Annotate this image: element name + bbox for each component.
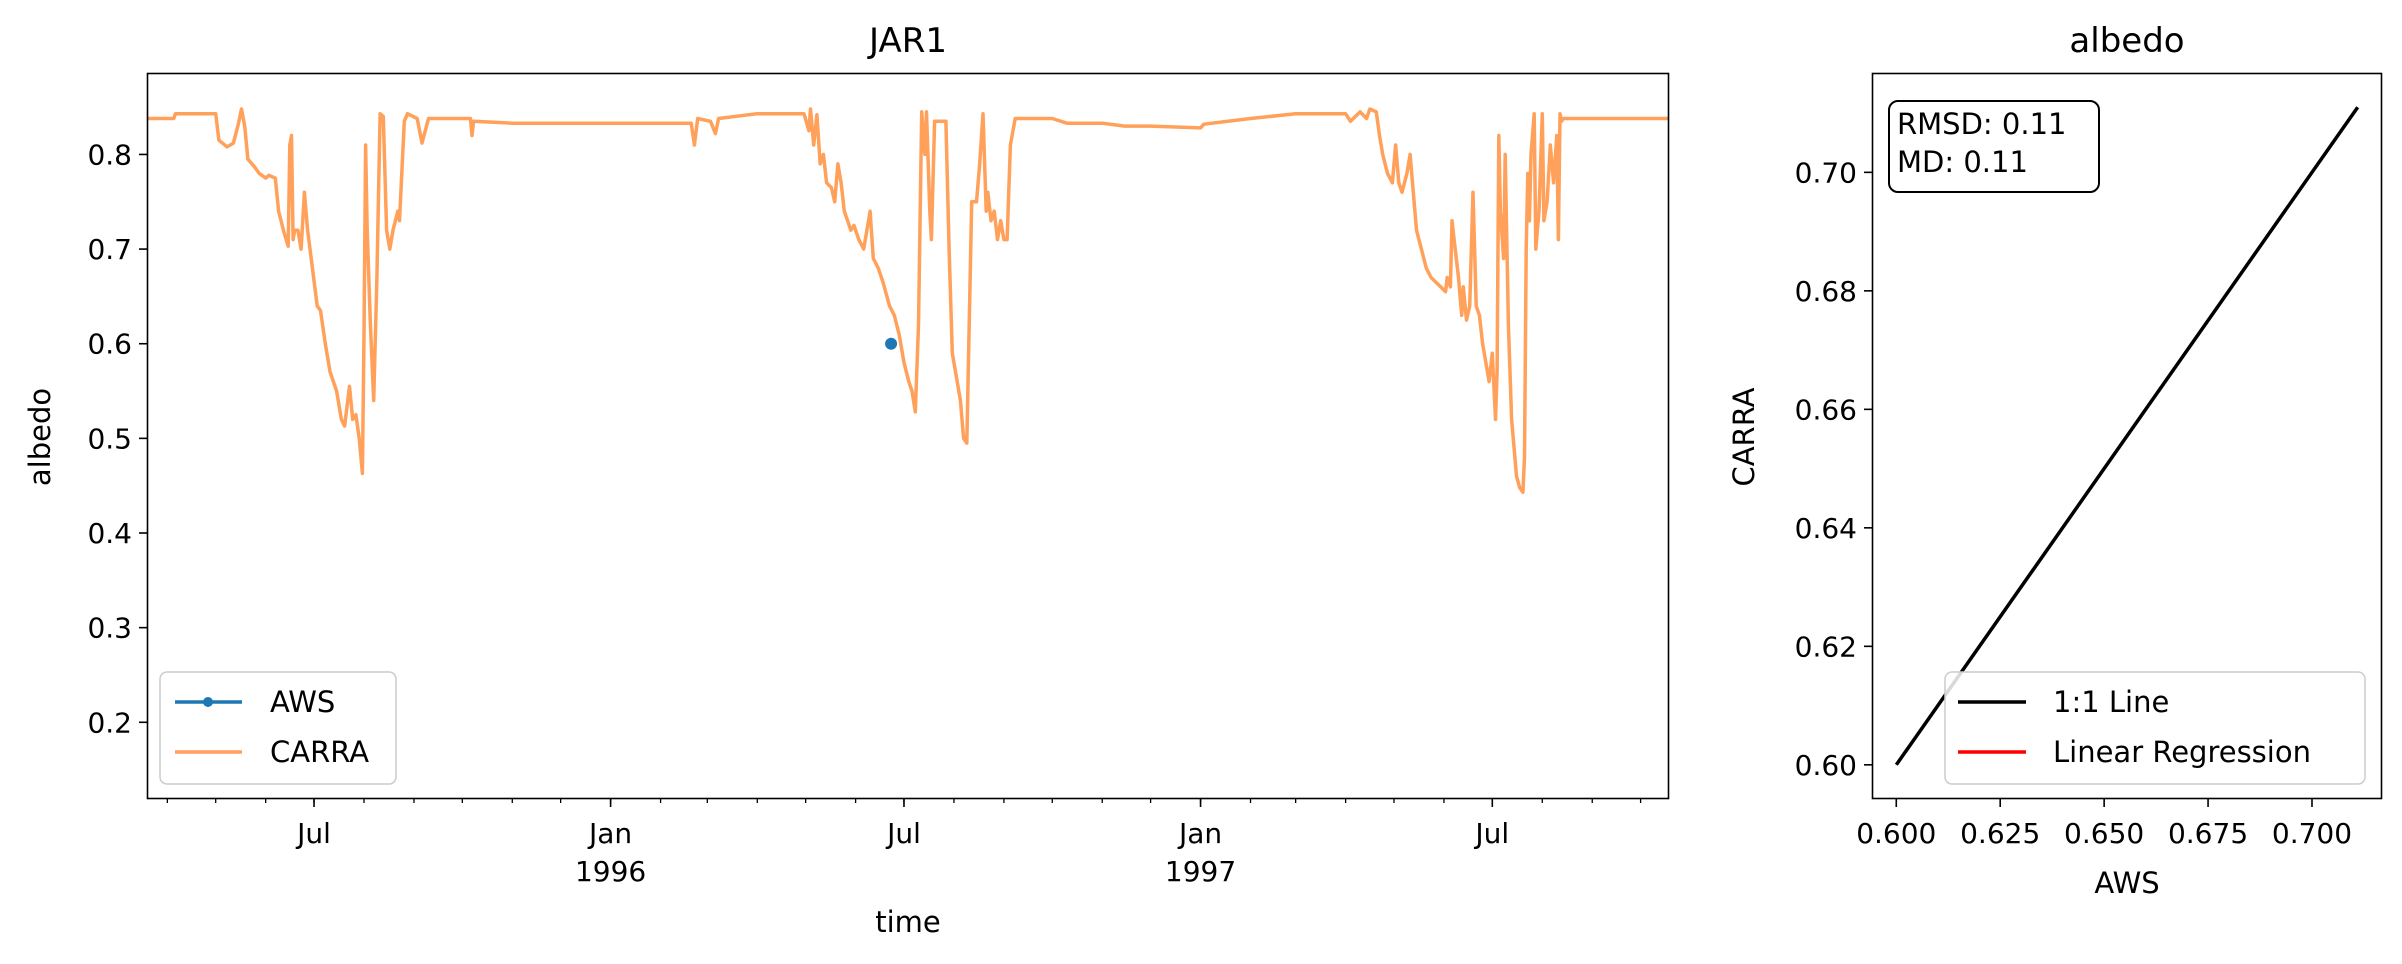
scatter-ylabel: CARRA xyxy=(1727,387,1761,486)
legend-aws-marker xyxy=(203,697,213,707)
scatter-axes-frame xyxy=(1871,72,2383,800)
scatter-stats-box: RMSD: 0.11 MD: 0.11 xyxy=(1888,100,2100,193)
timeseries-xlabel: time xyxy=(875,905,941,939)
1-1-line-series-line xyxy=(1894,106,2360,766)
scatter-xlabel: AWS xyxy=(2094,866,2159,900)
x-tick-label: 0.600 xyxy=(1856,817,1936,850)
x-tick-label: 0.650 xyxy=(2064,817,2144,850)
legend-box xyxy=(159,671,397,785)
y-tick-label: 0.60 xyxy=(1795,749,1857,782)
timeseries-content xyxy=(148,107,1668,495)
y-tick-label: 0.70 xyxy=(1795,156,1857,189)
y-tick-label: 0.66 xyxy=(1795,393,1857,426)
scatter-content xyxy=(1894,106,2360,766)
timeseries-y-ticks: 0.2 0.3 0.4 0.5 0.6 0.7 0.8 xyxy=(87,138,148,739)
timeseries-ylabel: albedo xyxy=(23,388,57,486)
y-tick-label: 0.7 xyxy=(87,233,132,266)
scatter-panel: albedo 0.600.620.640.660.680.70 0.600 0.6… xyxy=(1727,21,2383,900)
scatter-title: albedo xyxy=(2069,21,2184,61)
scatter-y-ticks: 0.60 0.62 0.64 0.66 0.68 0.70 xyxy=(1795,156,1873,782)
y-tick-label: 0.4 xyxy=(87,517,132,550)
x-tick-label: Jul xyxy=(295,817,331,850)
legend-box xyxy=(1944,671,2366,785)
timeseries-x-ticks: Jul Jan 1996 Jul Jan 1997 Jul xyxy=(166,798,1642,888)
y-tick-label: 0.62 xyxy=(1795,630,1857,663)
stats-rmsd: RMSD: 0.11 xyxy=(1897,107,2066,141)
x-tick-year-label: 1997 xyxy=(1165,855,1236,888)
legend-carra-label: CARRA xyxy=(270,735,369,769)
y-tick-label: 0.64 xyxy=(1795,512,1857,545)
timeseries-axes-frame xyxy=(146,72,1670,800)
y-tick-label: 0.2 xyxy=(87,706,132,739)
y-tick-label: 0.68 xyxy=(1795,275,1857,308)
timeseries-panel: JAR1 0.20.30.40.50.60.70.8 Jul Jan1996Jul… xyxy=(23,21,1670,939)
stats-md: MD: 0.11 xyxy=(1897,145,2028,179)
x-tick-label: Jan xyxy=(587,817,632,850)
y-tick-label: 0.8 xyxy=(87,138,132,171)
timeseries-legend: AWS CARRA xyxy=(159,671,397,785)
x-tick-label: Jan xyxy=(1177,817,1222,850)
y-tick-label: 0.5 xyxy=(87,422,132,455)
legend-one-to-one-label: 1:1 Line xyxy=(2053,685,2169,719)
carra-series-line xyxy=(148,107,1668,495)
stats-box-frame xyxy=(1888,100,2100,193)
legend-aws-label: AWS xyxy=(270,685,335,719)
x-tick-year-label: 1996 xyxy=(575,855,646,888)
scatter-x-ticks: 0.600 0.625 0.650 0.675 0.700 xyxy=(1856,798,2352,850)
aws-data-point xyxy=(885,337,898,350)
x-tick-label: Jul xyxy=(885,817,921,850)
x-tick-label: 0.700 xyxy=(2272,817,2352,850)
x-tick-label: 0.625 xyxy=(1960,817,2040,850)
y-tick-label: 0.6 xyxy=(87,328,132,361)
x-tick-label: 0.675 xyxy=(2168,817,2248,850)
legend-regression-label: Linear Regression xyxy=(2053,735,2311,769)
x-tick-label: Jul xyxy=(1473,817,1509,850)
timeseries-title: JAR1 xyxy=(867,21,947,61)
scatter-legend: 1:1 Line Linear Regression xyxy=(1944,671,2366,785)
y-tick-label: 0.3 xyxy=(87,612,132,645)
